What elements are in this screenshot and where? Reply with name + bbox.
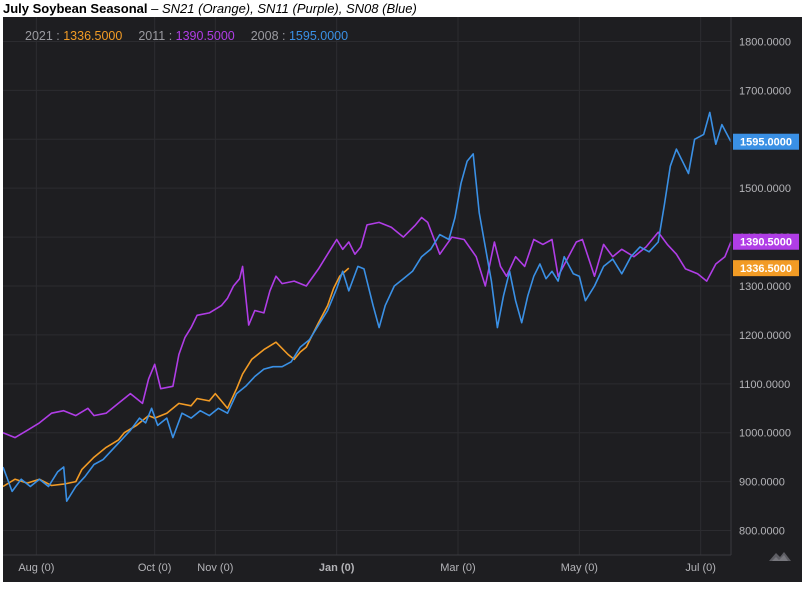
legend-series-value: 1390.5000 bbox=[175, 29, 235, 43]
x-tick-label: Jul (0) bbox=[685, 562, 716, 574]
y-tick-label: 900.0000 bbox=[739, 477, 785, 489]
legend-series-name: 2011 bbox=[138, 29, 166, 43]
legend-item-2021[interactable]: 2021 : 1336.5000 bbox=[25, 29, 123, 43]
x-axis: Aug (0) Oct (0) Nov (0) Jan (0) Mar (0) May (… bbox=[3, 554, 731, 574]
legend-series-value: 1336.5000 bbox=[63, 29, 123, 43]
x-tick-label: May (0) bbox=[561, 562, 598, 574]
y-tick-label: 1800.0000 bbox=[739, 36, 791, 48]
price-tag-label: 1390.5000 bbox=[740, 237, 792, 249]
price-tag-label: 1336.5000 bbox=[740, 263, 792, 275]
price-tag-2021 bbox=[733, 260, 799, 277]
legend-item-2008[interactable]: 2008 : 1595.0000 bbox=[250, 29, 349, 43]
y-tick-label: 1500.0000 bbox=[739, 183, 791, 195]
chart-title-bar: July Soybean Seasonal – SN21 (Orange), S… bbox=[0, 0, 805, 17]
price-tag-2011 bbox=[733, 233, 799, 250]
chart-svg[interactable]: 800.0000 900.0000 1000.0000 1100.0000 1200.0… bbox=[3, 17, 802, 582]
series-line-2011 bbox=[3, 216, 732, 439]
series-line-2008 bbox=[3, 111, 732, 502]
price-tag-label: 1595.0000 bbox=[740, 137, 792, 149]
tradingview-logo-icon[interactable] bbox=[769, 552, 791, 561]
x-tick-label: Oct (0) bbox=[138, 562, 172, 574]
chart-legend: 2021 : 1336.5000 2011 : 1390.5000 2008 : 1… bbox=[25, 29, 364, 43]
x-tick-label: Jan (0) bbox=[319, 562, 355, 574]
price-tag-2008 bbox=[733, 133, 799, 150]
legend-series-value: 1595.0000 bbox=[288, 29, 349, 43]
y-axis: 800.0000 900.0000 1000.0000 1100.0000 1200.0… bbox=[730, 17, 791, 555]
y-tick-label: 1100.0000 bbox=[739, 379, 790, 391]
title-separator: – bbox=[147, 1, 162, 16]
y-tick-label: 1000.0000 bbox=[739, 428, 791, 440]
legend-item-2011[interactable]: 2011 : 1390.5000 bbox=[138, 29, 235, 43]
x-tick-label: Mar (0) bbox=[440, 562, 475, 574]
last-price-tags: 1336.5000 1390.5000 1595.0000 bbox=[733, 133, 799, 277]
x-tick-label: Aug (0) bbox=[18, 562, 54, 574]
y-tick-label: 1700.0000 bbox=[739, 85, 791, 97]
legend-series-name: 2021 bbox=[25, 29, 53, 43]
x-tick-label: Nov (0) bbox=[197, 562, 233, 574]
y-tick-label: 1200.0000 bbox=[739, 330, 791, 342]
grid-lines bbox=[3, 17, 731, 555]
legend-series-name: 2008 bbox=[250, 29, 279, 43]
chart-area[interactable]: 800.0000 900.0000 1000.0000 1100.0000 1200.0… bbox=[3, 17, 802, 582]
y-tick-label: 800.0000 bbox=[739, 526, 785, 538]
chart-title: July Soybean Seasonal bbox=[3, 1, 148, 16]
y-tick-label: 1300.0000 bbox=[739, 281, 791, 293]
series-lines bbox=[3, 111, 732, 502]
series-line-2021 bbox=[3, 267, 350, 488]
chart-subtitle: SN21 (Orange), SN11 (Purple), SN08 (Blue… bbox=[161, 1, 417, 16]
